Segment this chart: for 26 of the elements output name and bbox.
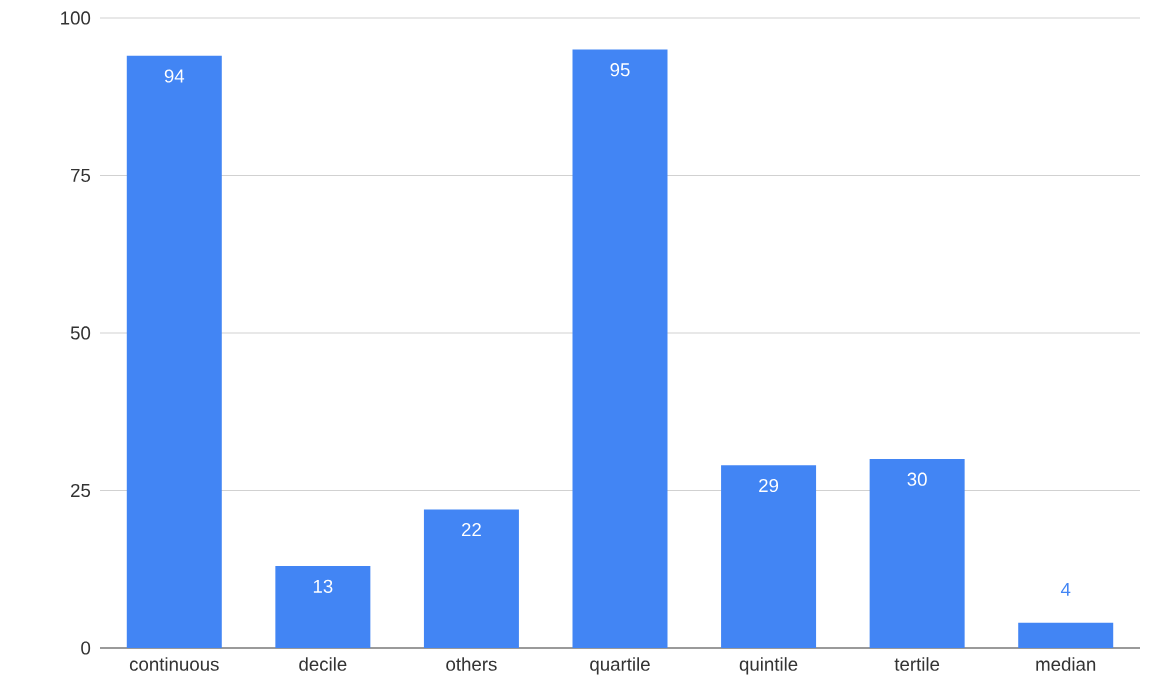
bar (275, 566, 371, 648)
data-label: 4 (1060, 583, 1071, 596)
bar (869, 459, 965, 648)
x-tick-label: tertile (894, 657, 940, 671)
bar (423, 509, 519, 648)
data-label: 29 (759, 478, 779, 493)
y-tick-label: 50 (70, 326, 91, 340)
data-label: 95 (610, 63, 630, 77)
x-tick-label: quintile (739, 657, 798, 675)
y-tick-label: 25 (71, 483, 91, 498)
y-tick-label: 0 (81, 641, 91, 655)
data-label: 22 (461, 522, 481, 537)
x-tick-label: continuous (129, 657, 219, 671)
bar (1018, 622, 1114, 648)
bar (721, 465, 817, 648)
data-label: 30 (907, 472, 927, 486)
y-tick-label: 75 (71, 168, 91, 183)
x-tick-label: quartile (590, 657, 650, 675)
y-tick-label: 100 (61, 11, 91, 25)
bar (572, 49, 668, 648)
data-label: 94 (164, 69, 185, 83)
data-label: 13 (313, 579, 333, 593)
x-tick-label: decile (299, 657, 347, 671)
x-tick-label: others (446, 657, 497, 671)
bar (126, 55, 222, 648)
x-tick-label: median (1036, 657, 1096, 671)
